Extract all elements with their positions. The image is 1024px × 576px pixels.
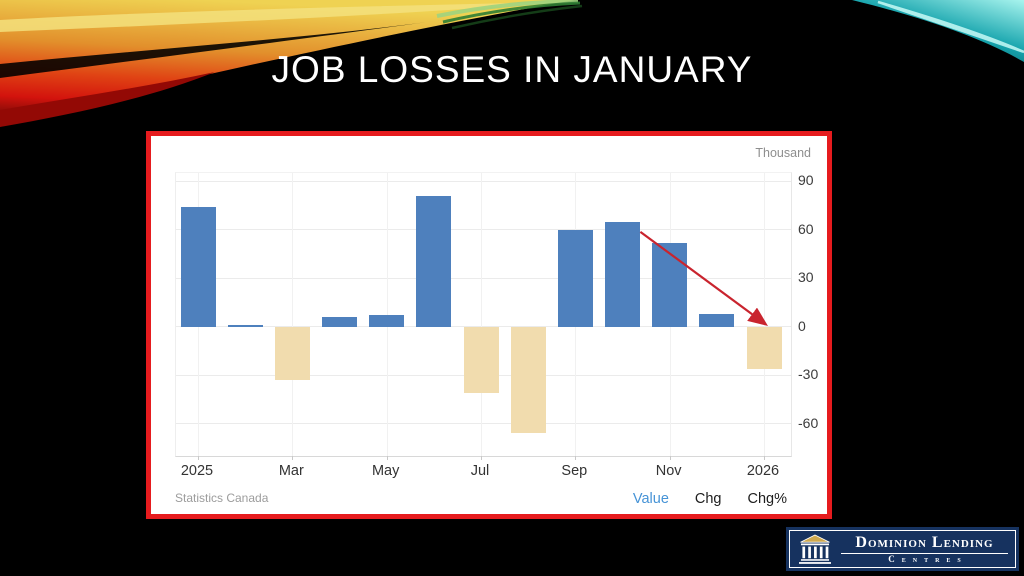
x-axis-label: Jul <box>470 463 490 479</box>
bar-jan-2025 <box>180 206 216 327</box>
dlc-logo-text: Dominion Lending Centres <box>841 533 1008 564</box>
x-axis-tick <box>481 456 482 460</box>
dlc-logo-rule <box>841 552 1008 554</box>
y-axis-label: 60 <box>798 220 814 237</box>
gridline-h <box>176 180 791 182</box>
gridline-h <box>176 423 791 425</box>
x-axis-label: Sep <box>561 463 588 479</box>
x-axis-label: 2025 <box>180 463 214 479</box>
gridline-v <box>481 173 482 456</box>
bar-mar <box>274 326 310 380</box>
dlc-logo: Dominion Lending Centres <box>786 527 1019 571</box>
x-axis-label: Mar <box>278 463 304 479</box>
unit-label: Thousand <box>755 146 811 160</box>
bar-jan-2026 <box>746 326 782 369</box>
source-label: Statistics Canada <box>175 491 269 505</box>
x-axis-label: Nov <box>655 463 682 479</box>
bar-dec <box>699 313 735 327</box>
bar-jul <box>463 326 499 393</box>
footer-tabs: Value Chg Chg% <box>607 491 787 507</box>
x-axis-label: May <box>371 463 400 479</box>
bar-aug <box>510 326 546 434</box>
x-axis-label: 2026 <box>746 463 780 479</box>
tab-value[interactable]: Value <box>632 491 669 507</box>
bar-apr <box>322 316 357 327</box>
bar-chart-plot <box>175 172 792 460</box>
x-axis-tick <box>764 456 765 460</box>
header-swoosh-art <box>0 0 1024 127</box>
bar-sep <box>557 229 593 327</box>
x-axis-tick <box>386 456 388 460</box>
gridline-h <box>176 277 791 279</box>
y-axis-label: 0 <box>798 317 806 334</box>
bar-may <box>369 315 405 327</box>
y-axis-label: -60 <box>798 414 819 431</box>
y-axis-label: -30 <box>798 366 819 383</box>
tab-chg[interactable]: Chg <box>694 491 722 507</box>
x-axis-tick <box>198 456 199 460</box>
bar-nov <box>652 242 688 327</box>
gridline-h <box>176 229 791 231</box>
slide-title: JOB LOSSES IN JANUARY <box>271 49 753 90</box>
x-axis-tick <box>669 456 671 460</box>
dlc-logo-inner: Dominion Lending Centres <box>789 530 1016 568</box>
y-axis-label: 90 <box>798 172 814 189</box>
dlc-logo-line1: Dominion Lending <box>855 533 994 551</box>
x-axis-tick <box>575 456 577 460</box>
x-axis-tick <box>292 456 294 460</box>
tab-chgpct[interactable]: Chg% <box>747 491 788 507</box>
bar-oct <box>605 221 640 327</box>
dlc-logo-line2: Centres <box>888 553 968 564</box>
y-axis-label: 30 <box>798 269 814 286</box>
chart-panel: Thousand 2025 Mar May Jul Sep Nov 2026 90 60 30 0 -… <box>146 131 832 519</box>
bar-feb <box>227 324 263 327</box>
gridline-v <box>386 173 388 456</box>
bar-jun <box>416 195 452 327</box>
gridline-v <box>764 173 765 456</box>
gridline-v <box>292 173 294 456</box>
building-columns-icon <box>799 533 831 564</box>
